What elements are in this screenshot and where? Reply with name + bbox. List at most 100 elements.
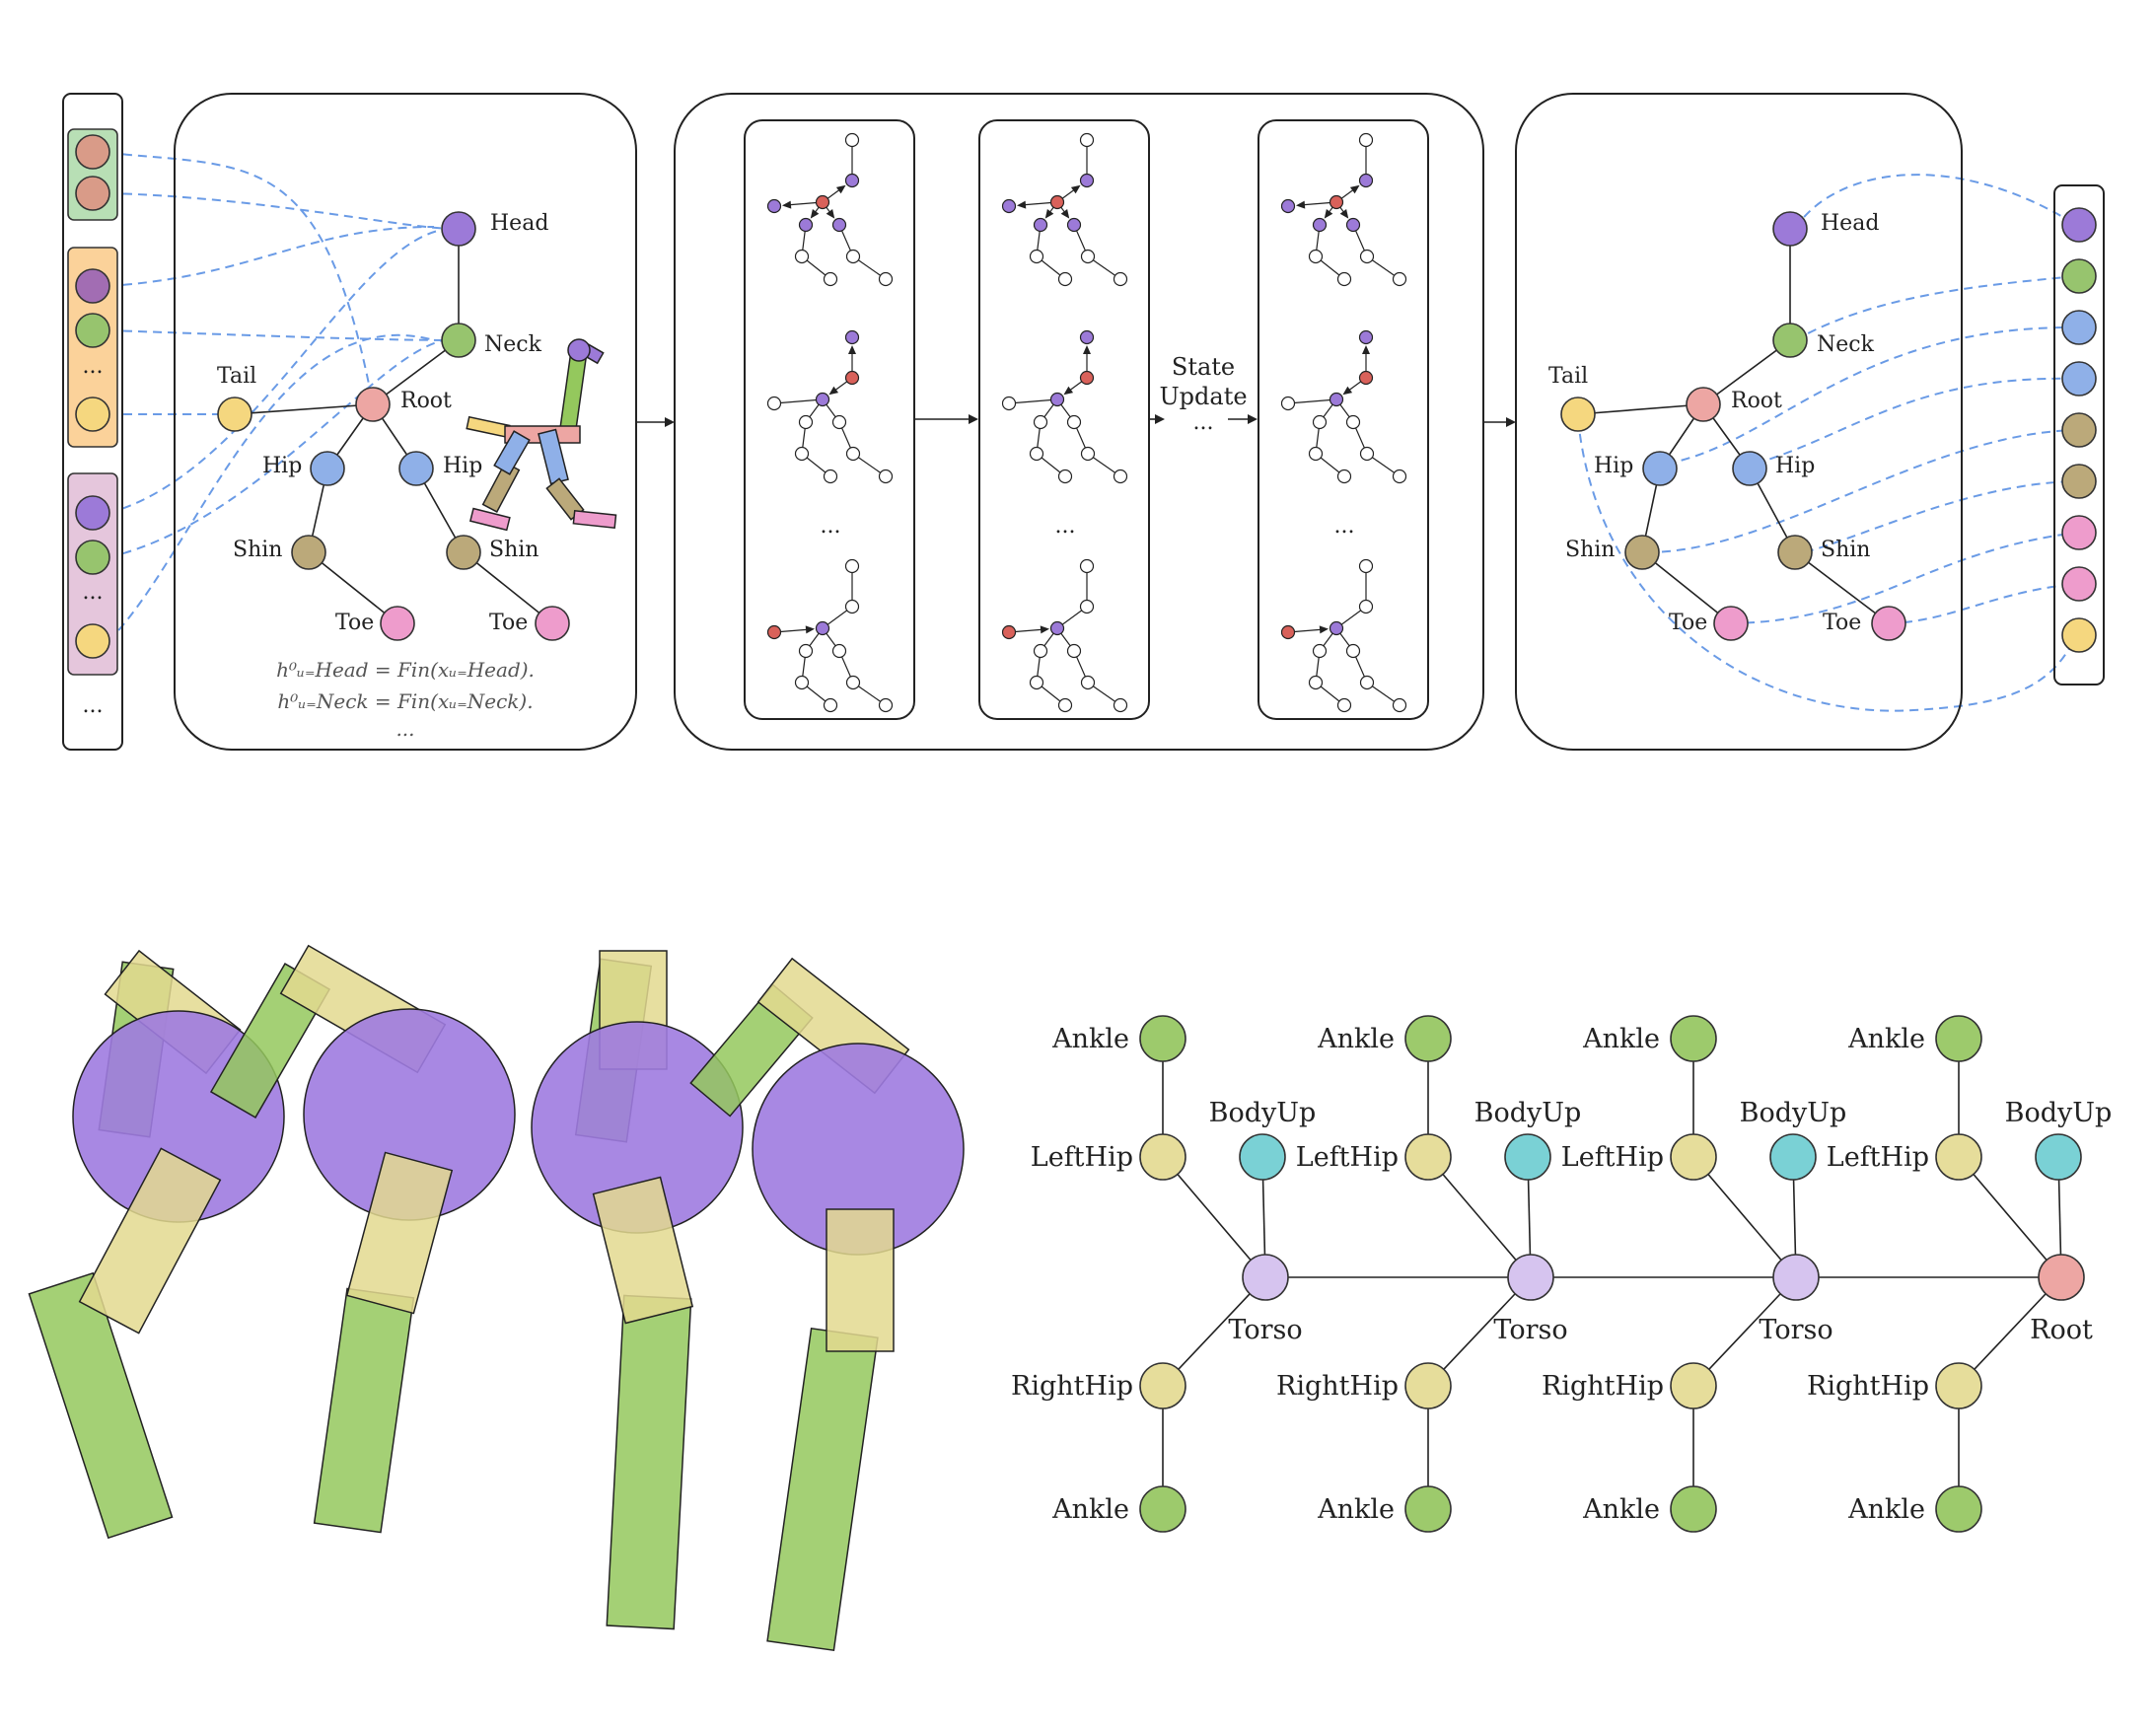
column-ellipsis: ... xyxy=(1334,514,1355,539)
lefthip-node xyxy=(1935,1133,1982,1181)
vector-node xyxy=(75,268,110,304)
mini-node xyxy=(1308,249,1324,264)
mini-arrowhead xyxy=(1016,200,1027,209)
mini-skeleton-graph xyxy=(1280,329,1407,484)
mini-node xyxy=(815,620,830,636)
hip-left-label: Hip xyxy=(1594,454,1633,478)
mini-node xyxy=(1392,697,1407,713)
creature-illustration xyxy=(466,338,617,532)
mini-node xyxy=(1049,620,1065,636)
mini-edge xyxy=(1008,398,1058,404)
ankle-label: Ankle xyxy=(1847,1024,1925,1054)
mini-node xyxy=(1329,392,1344,407)
torso-node xyxy=(1507,1254,1554,1301)
mini-node xyxy=(794,249,810,264)
root-node xyxy=(1686,387,1721,422)
mini-node xyxy=(1113,697,1128,713)
mini-skeleton-graph xyxy=(1280,132,1407,287)
mini-node xyxy=(831,217,847,233)
vector-node xyxy=(75,397,110,432)
hip-left-label: Hip xyxy=(262,454,302,478)
ankle-node xyxy=(1139,1485,1186,1533)
root-node xyxy=(355,387,391,422)
body-segment-3 xyxy=(531,950,744,1630)
mini-node xyxy=(831,643,847,659)
ankle-node xyxy=(1404,1015,1452,1062)
mini-node xyxy=(878,271,894,287)
mini-node xyxy=(1049,392,1065,407)
mini-node xyxy=(1033,414,1048,430)
formula-head: h⁰ᵤ₌Head = Fin(xᵤ₌Head). xyxy=(276,658,535,682)
mini-skeleton-graph xyxy=(1280,558,1407,713)
toe-right-label: Toe xyxy=(1823,611,1861,635)
mini-node xyxy=(798,643,814,659)
mini-node xyxy=(1080,249,1096,264)
mini-node xyxy=(823,697,838,713)
mini-arrowhead xyxy=(810,208,820,219)
morph-edge xyxy=(1162,1156,1266,1278)
righthip-label: RightHip xyxy=(1011,1371,1133,1402)
output-feature-vector xyxy=(2053,184,2105,686)
shin-left-node xyxy=(1624,535,1660,570)
mini-node xyxy=(1336,697,1352,713)
shin-left-label: Shin xyxy=(1565,538,1615,562)
mini-node xyxy=(1001,624,1017,640)
mini-node xyxy=(1066,217,1082,233)
shin-right-label: Shin xyxy=(489,538,539,562)
mini-node xyxy=(831,414,847,430)
mini-node xyxy=(766,624,782,640)
mini-node xyxy=(844,173,860,188)
mini-node xyxy=(844,370,860,386)
ankle-node xyxy=(1670,1015,1717,1062)
ankle-node xyxy=(1935,1485,1982,1533)
mini-node xyxy=(1079,599,1095,614)
ankle-node xyxy=(1670,1485,1717,1533)
mini-node xyxy=(1312,414,1328,430)
mini-node xyxy=(1329,194,1344,210)
bodyup-label: BodyUp xyxy=(2005,1098,2113,1128)
arrow xyxy=(1483,417,1516,427)
mini-node xyxy=(1336,271,1352,287)
mini-arrowhead xyxy=(1063,386,1074,396)
mini-node xyxy=(1079,132,1095,148)
shin-left-node xyxy=(291,535,326,570)
mini-node xyxy=(1345,217,1361,233)
morphology-segment: Ankle LeftHip BodyUp Torso RightHip Ankle xyxy=(1276,1015,1581,1533)
lefthip-label: LeftHip xyxy=(1827,1142,1929,1173)
righthip-node xyxy=(1404,1362,1452,1409)
mini-node xyxy=(1066,414,1082,430)
round-n-column xyxy=(1258,119,1429,720)
bodyup-label: BodyUp xyxy=(1209,1098,1317,1128)
toe-left-node xyxy=(1713,606,1749,641)
mini-node xyxy=(1001,396,1017,411)
mini-node xyxy=(1336,469,1352,484)
mini-node xyxy=(878,697,894,713)
body-segment-2 xyxy=(209,944,516,1534)
input-skeleton-panel: Head Neck Tail Root Hip Hip Shin Shin To… xyxy=(174,93,637,751)
shin-right-label: Shin xyxy=(1821,538,1870,562)
mini-edge xyxy=(1287,398,1337,404)
morphology-segment: Ankle LeftHip BodyUp Torso RightHip Ankle xyxy=(1011,1015,1317,1533)
vector-ellipsis: ... xyxy=(83,354,104,379)
vector-node xyxy=(75,540,110,575)
bodyup-node xyxy=(1239,1133,1286,1181)
mini-node xyxy=(1358,329,1374,345)
mini-edge xyxy=(773,398,824,404)
head-node xyxy=(441,211,476,247)
vector-node xyxy=(2061,207,2097,243)
shin-left-label: Shin xyxy=(233,538,282,562)
ankle-label: Ankle xyxy=(1317,1024,1395,1054)
mini-arrowhead xyxy=(805,625,816,634)
torso-label: Torso xyxy=(1228,1315,1302,1345)
mini-node xyxy=(1001,198,1017,214)
vector-node xyxy=(75,176,110,211)
torso-label: Torso xyxy=(1493,1315,1567,1345)
mini-node xyxy=(1308,446,1324,462)
vector-node xyxy=(2061,361,2097,397)
hip-right-label: Hip xyxy=(1775,454,1815,478)
mini-node xyxy=(1080,675,1096,690)
mini-node xyxy=(1057,271,1073,287)
mini-arrowhead xyxy=(1295,200,1306,209)
mini-skeleton-graph xyxy=(1001,558,1128,713)
mini-arrowhead xyxy=(1040,625,1050,634)
